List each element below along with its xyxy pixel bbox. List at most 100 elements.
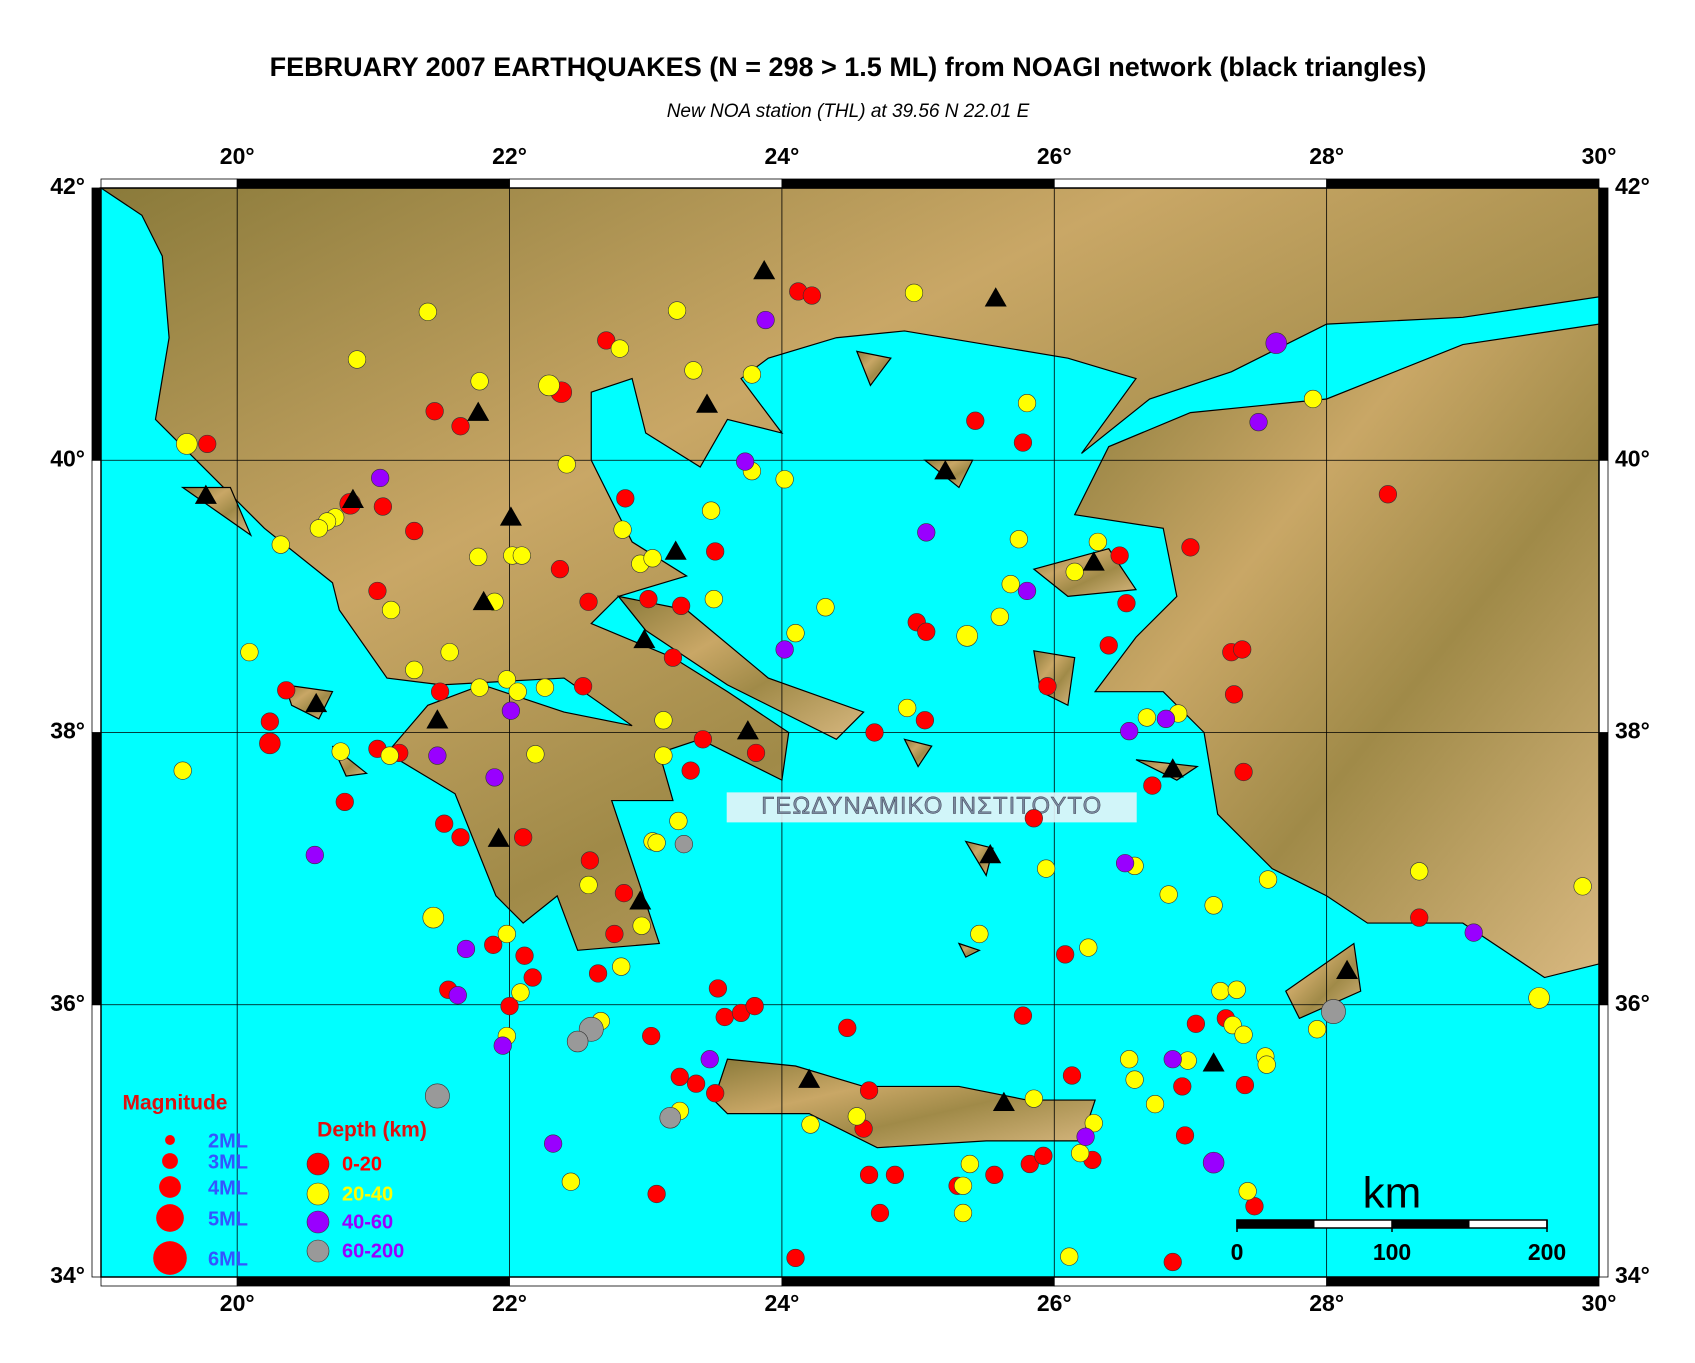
scale-bar-segment (1392, 1220, 1470, 1228)
earthquake (1257, 1055, 1276, 1074)
y-tick-label: 36° (1615, 990, 1650, 1016)
earthquake (535, 678, 555, 697)
earthquake (1186, 1014, 1206, 1033)
earthquake (1117, 594, 1136, 613)
earthquake (1573, 877, 1592, 896)
earthquake (1145, 1095, 1165, 1114)
earthquake (966, 411, 985, 430)
frame-band (100, 1276, 238, 1287)
station (629, 890, 652, 910)
earthquake (259, 732, 281, 755)
earthquake (368, 581, 387, 601)
earthquake (1308, 1020, 1327, 1039)
scale-label: 0 (1231, 1239, 1244, 1265)
scale-bar-segment (1237, 1220, 1315, 1228)
earthquake (917, 523, 936, 542)
station (1202, 1052, 1225, 1072)
earthquake (514, 828, 533, 847)
earthquake (960, 1154, 979, 1174)
legend-size (162, 1153, 178, 1169)
earthquake (1084, 1114, 1103, 1133)
earthquake (1009, 530, 1028, 549)
frame-band (236, 1276, 510, 1287)
earthquake (612, 957, 631, 976)
earthquake (1249, 413, 1268, 432)
earthquake (1410, 908, 1429, 927)
y-tick-label: 40° (1615, 445, 1650, 471)
frame-band (1053, 178, 1328, 189)
station (426, 709, 449, 729)
earthquake (1227, 980, 1246, 999)
earthquake (956, 625, 978, 647)
earthquake (669, 811, 688, 831)
earthquake (1175, 1126, 1195, 1145)
y-tick-label: 34° (1615, 1262, 1650, 1288)
station (499, 506, 522, 526)
earthquake (561, 1172, 580, 1191)
earthquake (1038, 677, 1057, 696)
y-tick-label: 42° (50, 173, 85, 199)
earthquake (550, 560, 570, 579)
earthquake (663, 648, 683, 667)
earthquake (1234, 762, 1253, 782)
earthquake (1238, 1182, 1257, 1201)
x-tick-label: 28° (1309, 1290, 1344, 1316)
land (855, 350, 892, 387)
legend-label: 6ML (208, 1248, 248, 1270)
earthquake (566, 1030, 589, 1053)
x-tick-label: 30° (1582, 143, 1617, 169)
watermark: ΓΕΩΔΥΝΑΜΙΚΟ ΙΝΣΤΙΤΟΥΤΟ (761, 793, 1102, 820)
earthquake (1110, 546, 1129, 565)
earthquake (859, 1081, 879, 1100)
legend-title: Magnitude (123, 1092, 228, 1115)
earthquake (1143, 776, 1162, 795)
earthquake (745, 997, 764, 1016)
earthquake (1060, 1247, 1079, 1266)
earthquake (801, 1115, 820, 1134)
earthquake (1303, 389, 1323, 409)
legend-label: 40-60 (342, 1211, 393, 1233)
x-tick-label: 28° (1309, 143, 1344, 169)
earthquake (470, 678, 489, 697)
legend-label: 20-40 (342, 1183, 393, 1205)
earthquake (885, 1165, 905, 1185)
land (616, 595, 865, 741)
earthquake (557, 455, 576, 474)
x-tick-label: 22° (492, 1290, 527, 1316)
station (194, 484, 217, 504)
earthquake (684, 361, 703, 380)
earthquake (674, 835, 693, 854)
earthquake (597, 331, 616, 350)
earthquake (380, 746, 399, 765)
earthquake (240, 643, 259, 662)
frame-band (1326, 178, 1600, 189)
legend-size (165, 1135, 175, 1145)
earthquake (687, 1074, 706, 1093)
x-tick-label: 26° (1037, 143, 1072, 169)
earthquake (746, 743, 766, 763)
earthquake (865, 723, 884, 742)
frame-band (1598, 187, 1609, 461)
earthquake (786, 1248, 805, 1268)
earthquake (331, 742, 350, 761)
earthquake (418, 302, 437, 321)
frame-band (91, 732, 102, 1006)
station (487, 827, 510, 847)
frame-band (1598, 732, 1609, 1006)
legend-size (159, 1176, 181, 1198)
legend-swatch (306, 1239, 330, 1263)
earthquake (1024, 809, 1043, 828)
map-title: FEBRUARY 2007 EARTHQUAKES (N = 298 > 1.5… (270, 52, 1427, 82)
earthquake (1258, 870, 1278, 889)
earthquake (428, 746, 447, 765)
y-tick-label: 38° (50, 718, 85, 744)
legend-swatch (306, 1210, 330, 1234)
earthquake (511, 983, 530, 1002)
earthquake (451, 417, 470, 436)
earthquake (700, 1050, 719, 1069)
earthquake (381, 600, 401, 620)
x-tick-label: 20° (220, 1290, 255, 1316)
earthquake (1037, 859, 1056, 878)
earthquake (654, 746, 673, 765)
